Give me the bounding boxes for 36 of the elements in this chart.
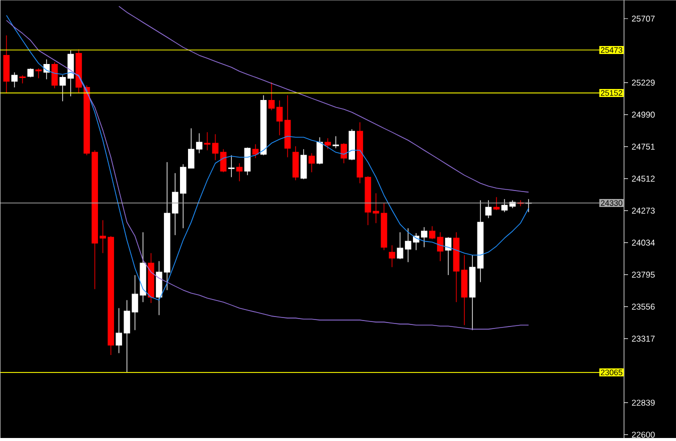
y-tick-label: 23556 [632, 304, 655, 310]
candlestick [51, 62, 58, 89]
candlestick [276, 100, 283, 136]
candlestick [485, 200, 492, 219]
candlestick [316, 136, 323, 165]
candlestick [300, 148, 307, 180]
candlestick [19, 74, 26, 84]
candlestick [493, 196, 500, 210]
candlestick [132, 274, 138, 330]
candlestick [308, 152, 315, 173]
y-tick-label: 24273 [632, 208, 655, 214]
y-tick-label: 22839 [632, 400, 655, 406]
candlestick [372, 192, 380, 224]
candlestick [324, 138, 331, 150]
candlestick [445, 236, 452, 276]
candlestick [340, 142, 347, 164]
y-tick-label: 24990 [632, 112, 655, 118]
candlestick [388, 244, 396, 268]
y-tick-label: 23795 [632, 272, 655, 278]
y-tick-label: 24034 [632, 240, 655, 246]
candlestick [268, 82, 275, 111]
candlestick [501, 198, 508, 212]
candlestick [332, 136, 339, 149]
y-tick-label: 24512 [632, 176, 655, 182]
candlestick [396, 232, 404, 260]
y-tick-label: 25229 [632, 80, 655, 86]
y-tick-label: 22600 [632, 432, 655, 438]
candlestick [228, 154, 235, 178]
y-tick-label: 23317 [632, 336, 655, 342]
y-tick-label: 24751 [632, 144, 655, 150]
candlestick [116, 308, 122, 354]
y-tick-label: 25707 [632, 16, 655, 22]
candlestick [236, 162, 243, 182]
candlestick [11, 72, 18, 88]
candlestick [244, 147, 251, 176]
candlestick [124, 300, 130, 373]
